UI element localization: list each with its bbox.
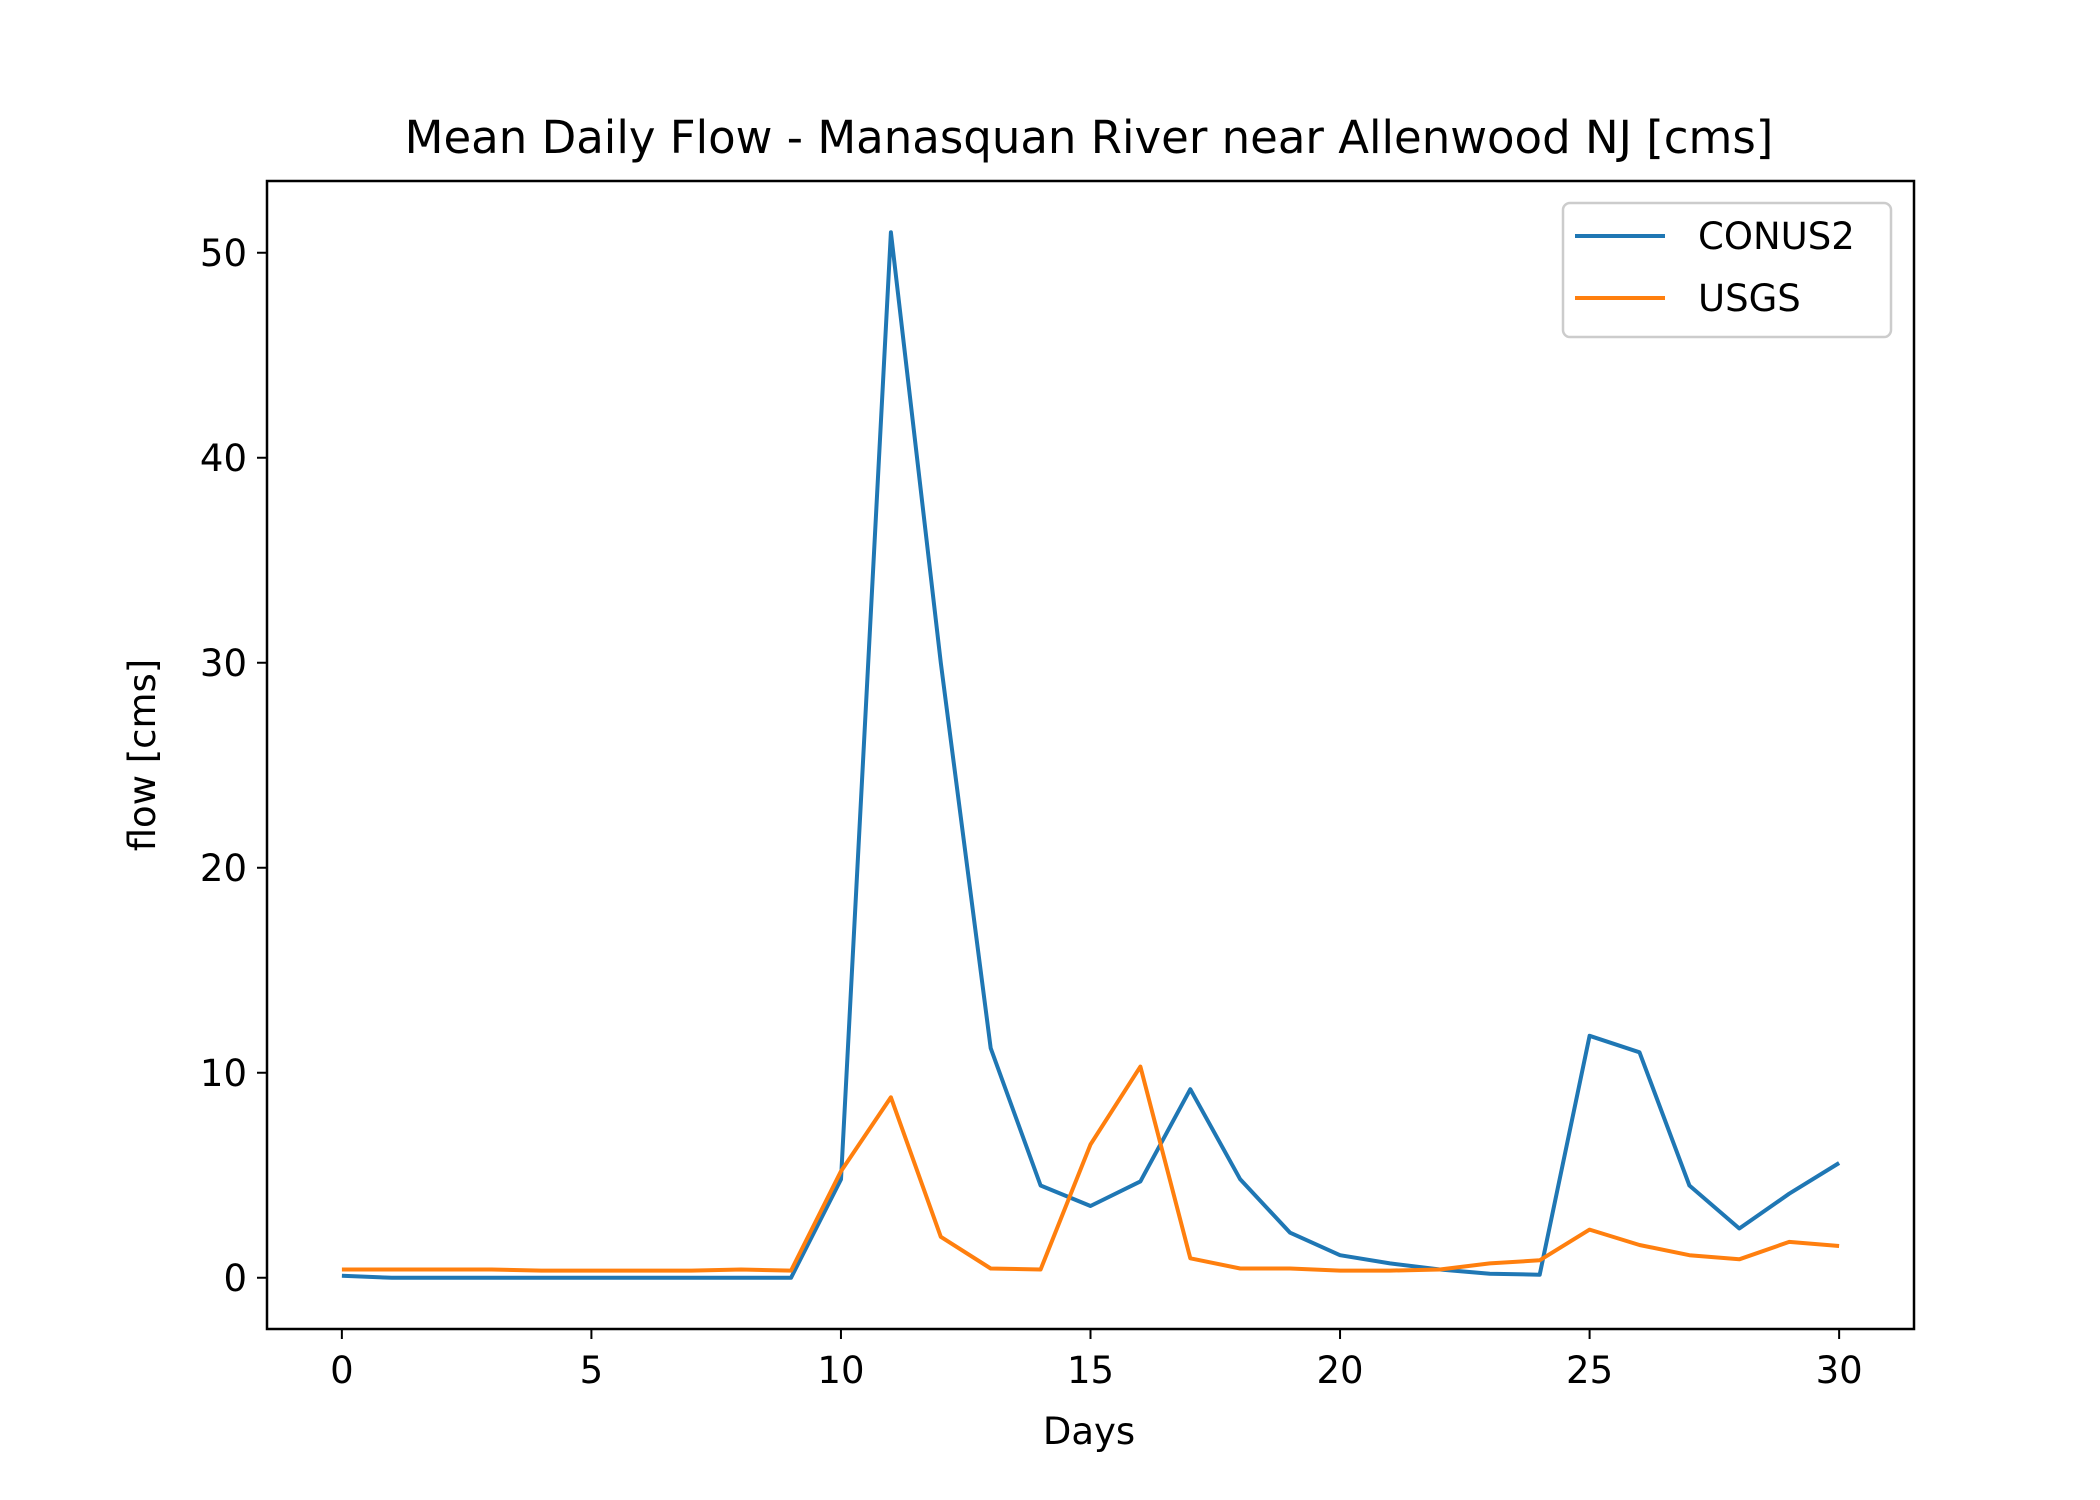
x-axis-label: Days xyxy=(1043,1410,1135,1453)
y-tick-label: 50 xyxy=(200,232,247,275)
x-tick-label: 25 xyxy=(1566,1349,1613,1392)
plot-area: 0 5 10 15 20 25 30 0 10 20 30 40 50 xyxy=(200,179,1916,1392)
y-tick-label: 30 xyxy=(200,642,247,685)
y-tick-label: 40 xyxy=(200,437,247,480)
series-line-conus2 xyxy=(341,230,1841,1280)
y-axis-label: flow [cms] xyxy=(121,659,164,852)
legend-label-usgs: USGS xyxy=(1698,277,1801,320)
legend-label-conus2: CONUS2 xyxy=(1698,215,1855,258)
y-tick-label: 10 xyxy=(200,1052,247,1095)
legend: CONUS2 USGS xyxy=(1561,201,1893,339)
chart-title: Mean Daily Flow - Manasquan River near A… xyxy=(405,111,1774,164)
x-axis-ticks: 0 5 10 15 20 25 30 xyxy=(330,1329,1863,1392)
x-tick-label: 30 xyxy=(1816,1349,1863,1392)
x-tick-label: 15 xyxy=(1067,1349,1114,1392)
x-tick-label: 5 xyxy=(580,1349,604,1392)
y-tick-label: 0 xyxy=(223,1257,247,1300)
y-axis-ticks: 0 10 20 30 40 50 xyxy=(200,232,267,1300)
series-line-usgs xyxy=(341,1064,1840,1273)
x-tick-label: 20 xyxy=(1316,1349,1363,1392)
x-tick-label: 0 xyxy=(330,1349,354,1392)
x-tick-label: 10 xyxy=(817,1349,864,1392)
y-tick-label: 20 xyxy=(200,847,247,890)
series-layer xyxy=(341,230,1841,1280)
